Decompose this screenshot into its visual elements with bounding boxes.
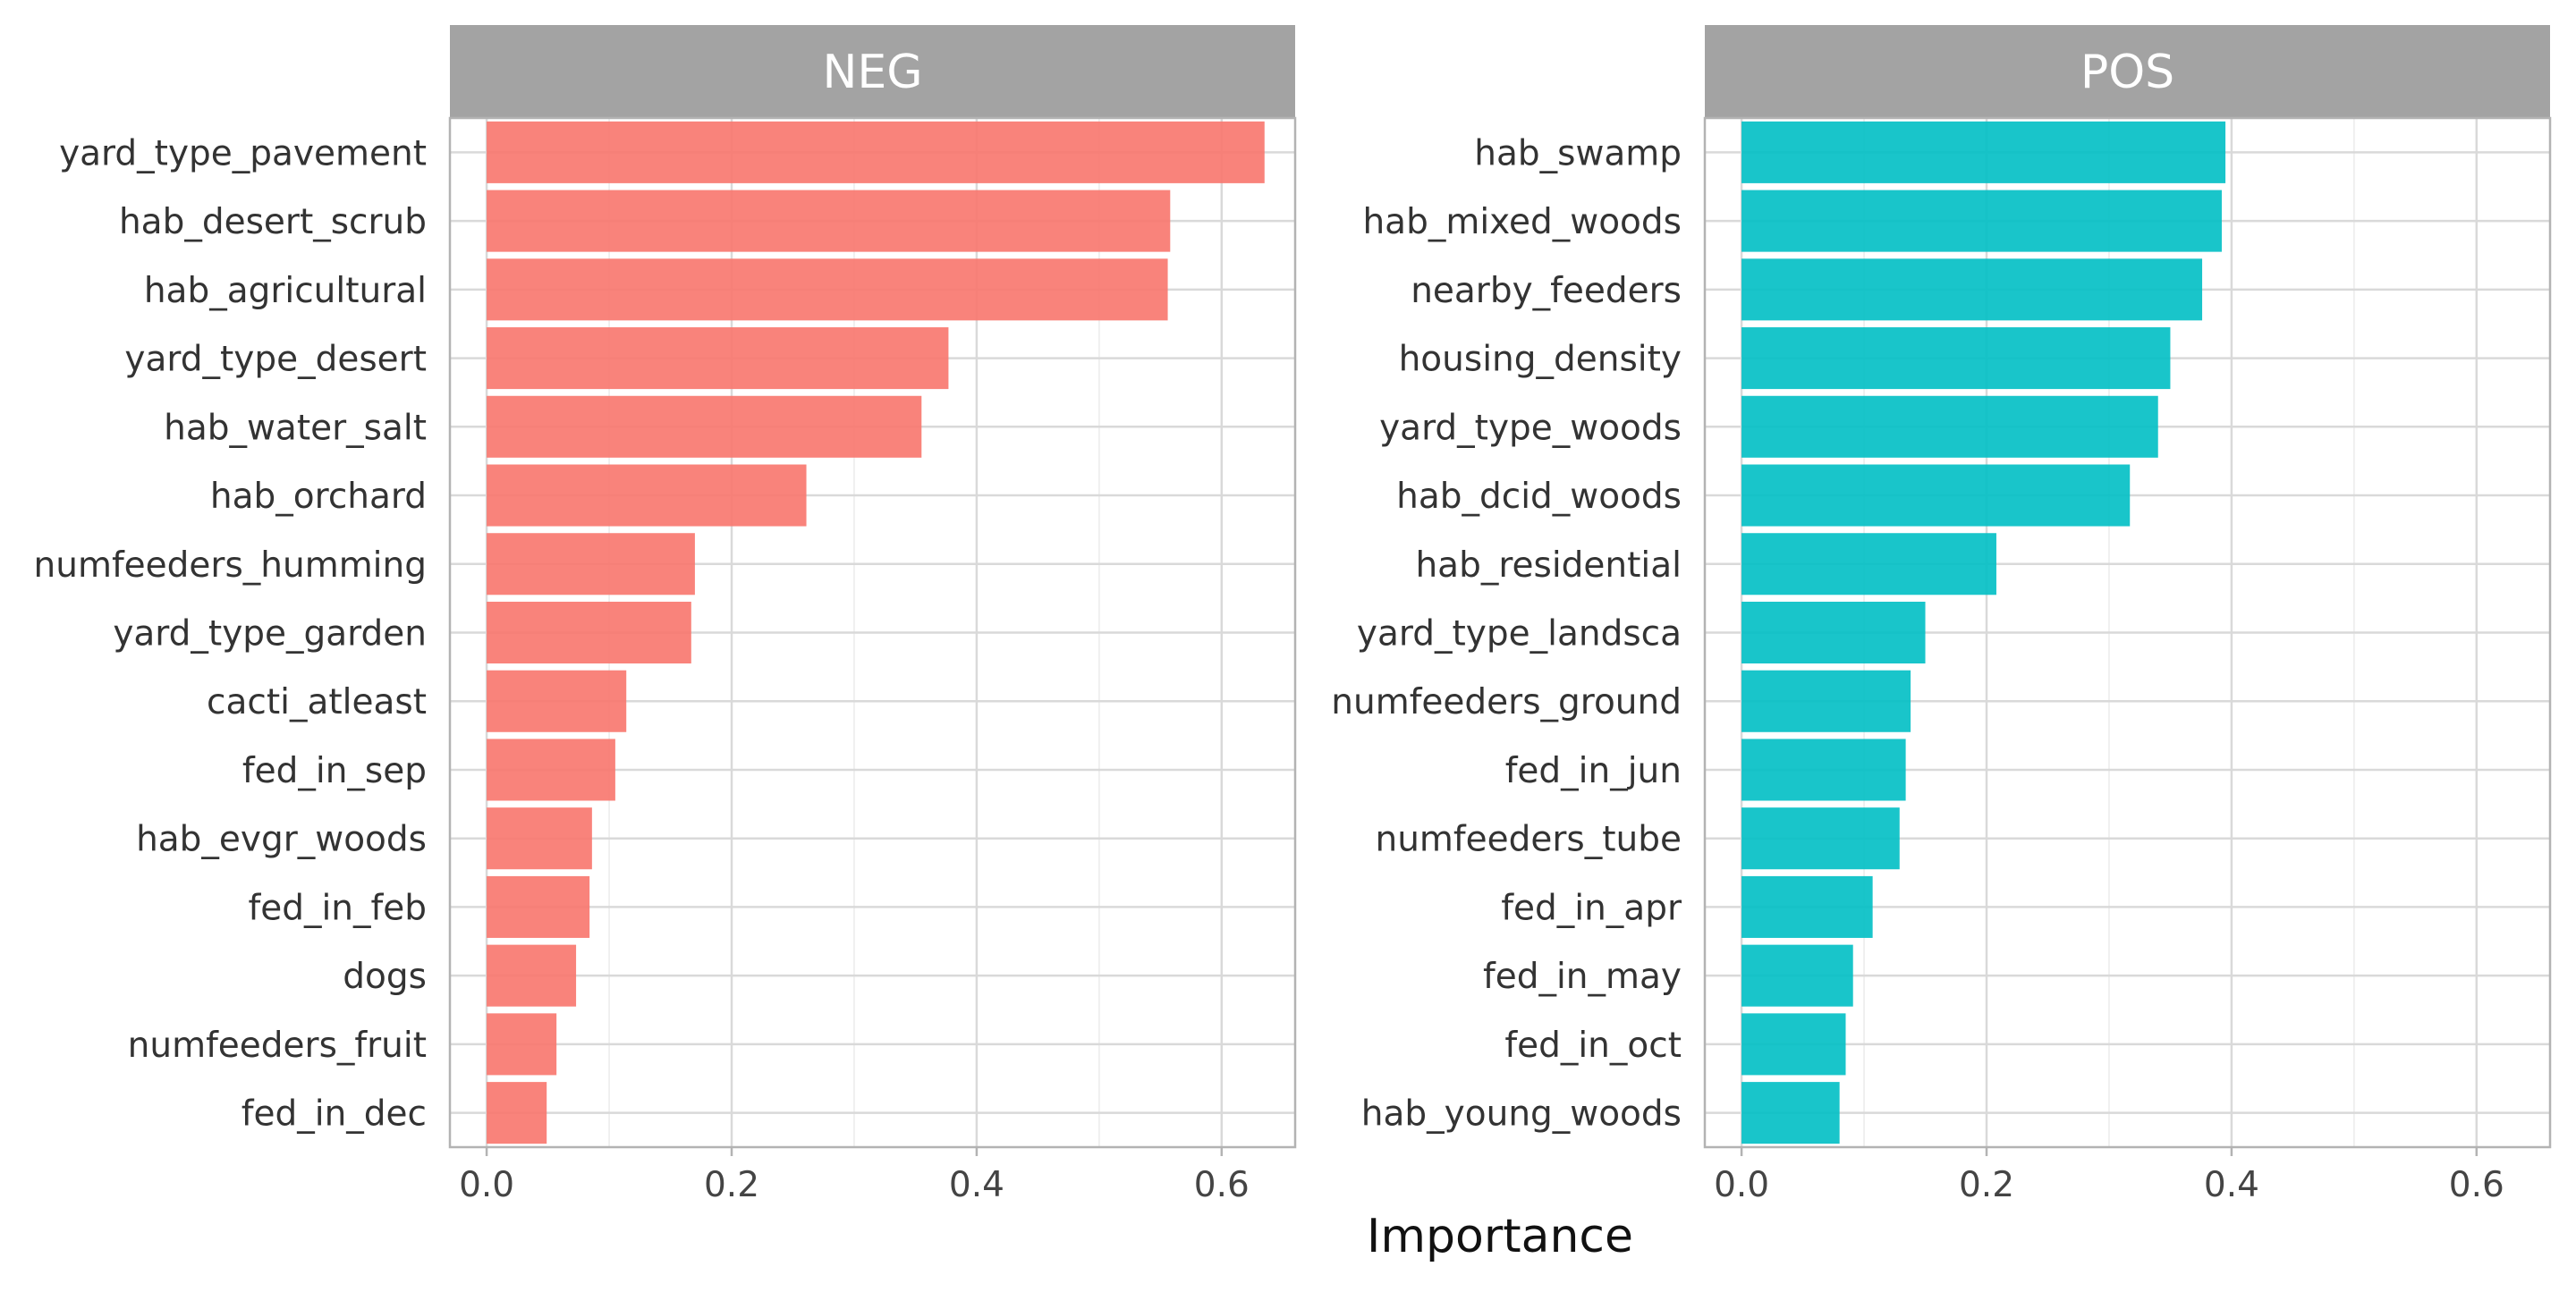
category-label-neg: numfeeders_humming [34,545,427,586]
category-label-neg: yard_type_pavement [59,133,427,173]
panel-strip-label-pos: POS [2080,46,2174,99]
bar-pos [1741,670,1911,732]
bar-neg [487,1013,557,1076]
category-label-pos: numfeeders_tube [1375,820,1682,860]
category-label-pos: fed_in_oct [1504,1026,1682,1066]
category-label-neg: hab_evgr_woods [136,820,427,860]
category-label-neg: yard_type_desert [124,340,427,380]
panel-strip-pos [1705,25,2550,118]
category-label-neg: dogs [343,957,427,997]
panel-border-pos [1703,116,2552,1149]
bar-pos [1741,258,2203,321]
category-label-neg: hab_water_salt [164,408,427,448]
bar-pos [1741,1013,1846,1076]
panel-strip-neg [450,25,1295,118]
category-label-neg: hab_orchard [210,477,427,517]
bar-neg [487,739,615,801]
bar-neg [487,1082,547,1144]
bar-pos [1741,190,2222,252]
bar-neg [487,807,592,870]
bar-neg [487,875,590,938]
bar-pos [1741,944,1853,1007]
x-tick-label-pos: 0.4 [2204,1165,2259,1205]
category-label-pos: numfeeders_ground [1331,682,1682,722]
x-tick-label-neg: 0.4 [949,1165,1004,1205]
bar-neg [487,670,627,732]
category-label-neg: fed_in_dec [242,1094,427,1135]
bar-neg [487,601,691,664]
panel-border-neg [448,116,1297,1149]
bar-neg [487,464,807,527]
category-label-pos: yard_type_woods [1379,408,1682,448]
x-axis-title: Importance [1367,1210,1633,1263]
category-label-pos: nearby_feeders [1411,271,1682,311]
bar-pos [1741,464,2131,527]
bar-neg [487,327,949,390]
category-label-pos: hab_swamp [1474,133,1682,173]
bar-pos [1741,601,1926,664]
bar-neg [487,395,922,458]
category-label-pos: fed_in_apr [1501,888,1682,928]
category-label-neg: hab_agricultural [144,271,427,311]
category-label-pos: hab_residential [1415,545,1682,586]
bar-neg [487,190,1171,252]
category-label-neg: fed_in_sep [242,751,427,791]
x-tick-label-neg: 0.6 [1194,1165,1250,1205]
x-tick-label-pos: 0.2 [1959,1165,2014,1205]
category-label-pos: yard_type_landsca [1357,614,1682,654]
x-tick-label-pos: 0.6 [2449,1165,2504,1205]
category-label-pos: fed_in_may [1483,957,1682,997]
category-label-pos: housing_density [1399,340,1682,380]
x-tick-label-neg: 0.2 [704,1165,759,1205]
bar-pos [1741,875,1873,938]
category-label-neg: cacti_atleast [207,682,427,722]
bar-neg [487,944,577,1007]
bar-pos [1741,807,1900,870]
category-label-neg: numfeeders_fruit [128,1026,427,1066]
category-label-pos: fed_in_jun [1505,751,1682,791]
category-label-neg: fed_in_feb [248,888,427,928]
bar-neg [487,121,1265,183]
x-tick-label-neg: 0.0 [459,1165,514,1205]
bar-pos [1741,395,2158,458]
category-label-pos: hab_mixed_woods [1362,202,1682,242]
bar-pos [1741,533,1996,595]
bar-pos [1741,1082,1840,1144]
bar-neg [487,533,695,595]
category-label-pos: hab_dcid_woods [1396,477,1682,517]
bar-pos [1741,121,2226,183]
bar-pos [1741,327,2171,390]
category-label-pos: hab_young_woods [1361,1094,1682,1135]
x-tick-label-pos: 0.0 [1714,1165,1769,1205]
bar-neg [487,258,1168,321]
panel-strip-label-neg: NEG [822,46,922,99]
bar-pos [1741,739,1906,801]
category-label-neg: hab_desert_scrub [119,202,427,242]
category-label-neg: yard_type_garden [113,614,427,654]
